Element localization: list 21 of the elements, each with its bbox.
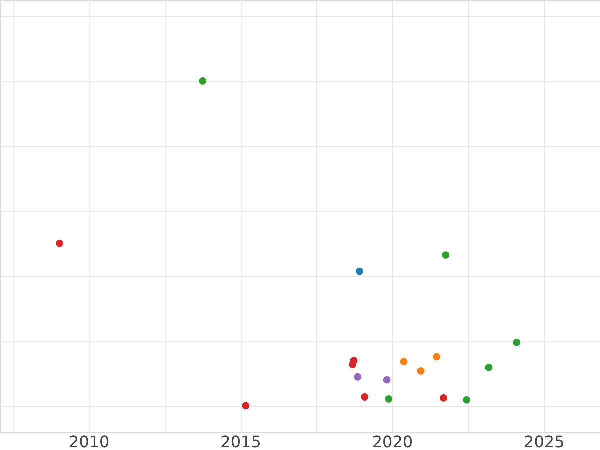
point [485, 364, 493, 372]
point [354, 373, 362, 381]
point [242, 402, 250, 410]
point [400, 358, 408, 366]
point [417, 368, 425, 375]
point [56, 240, 64, 248]
point [349, 361, 356, 368]
point [385, 395, 393, 403]
point [433, 353, 441, 361]
point [463, 396, 471, 404]
x-tick-label: 2010 [69, 432, 110, 450]
x-tick-label: 2025 [524, 432, 565, 450]
point [383, 376, 391, 384]
point [440, 394, 448, 402]
point [513, 338, 521, 346]
point [442, 252, 450, 260]
point [361, 394, 369, 401]
point [356, 268, 364, 276]
point [199, 78, 207, 85]
x-tick-label: 2015 [220, 432, 262, 450]
x-tick-label: 2020 [372, 432, 414, 450]
